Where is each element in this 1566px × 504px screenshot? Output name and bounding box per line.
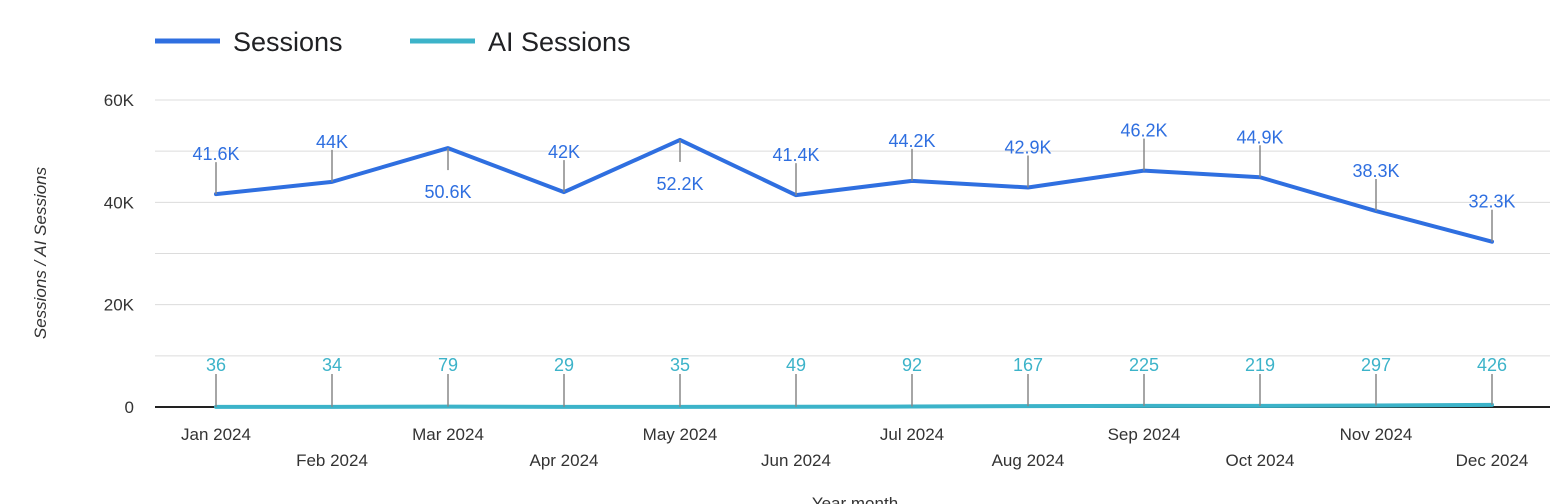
x-tick-label: Aug 2024 xyxy=(992,451,1065,470)
data-label-ai-sessions: 79 xyxy=(438,355,458,375)
data-label-ai-sessions: 35 xyxy=(670,355,690,375)
x-tick-label: Jun 2024 xyxy=(761,451,831,470)
legend-label-ai-sessions: AI Sessions xyxy=(488,27,631,57)
gridlines xyxy=(155,99,1550,408)
data-label-ai-sessions: 426 xyxy=(1477,355,1507,375)
data-labels: 41.6K 44K 50.6K 42K 52.2K 41.4K 44.2K 42.9K 46.2… xyxy=(192,121,1516,407)
data-label-sessions: 50.6K xyxy=(424,182,471,202)
y-tick-label: 0 xyxy=(125,398,134,417)
x-axis-title: Year month xyxy=(812,494,898,504)
data-label-sessions: 44.2K xyxy=(888,131,935,151)
x-tick-label: Sep 2024 xyxy=(1108,425,1181,444)
y-tick-label: 40K xyxy=(104,193,135,212)
y-tick-label: 60K xyxy=(104,91,135,110)
data-label-sessions: 41.6K xyxy=(192,144,239,164)
data-label-ai-sessions: 167 xyxy=(1013,355,1043,375)
data-label-ai-sessions: 36 xyxy=(206,355,226,375)
data-label-sessions: 42.9K xyxy=(1004,137,1051,157)
data-label-ai-sessions: 29 xyxy=(554,355,574,375)
data-label-ai-sessions: 219 xyxy=(1245,355,1275,375)
y-tick-label: 20K xyxy=(104,296,135,315)
data-label-ai-sessions: 297 xyxy=(1361,355,1391,375)
x-tick-label: Jul 2024 xyxy=(880,425,944,444)
series-lines xyxy=(214,137,1494,409)
series-line-ai-sessions xyxy=(214,402,1494,409)
x-tick-label: Apr 2024 xyxy=(530,451,599,470)
data-label-sessions: 41.4K xyxy=(772,145,819,165)
x-tick-label: Dec 2024 xyxy=(1456,451,1529,470)
x-tick-label: Nov 2024 xyxy=(1340,425,1413,444)
data-label-sessions: 44.9K xyxy=(1236,127,1283,147)
y-axis-ticks: 0 20K 40K 60K xyxy=(104,91,135,417)
y-axis-title: Sessions / AI Sessions xyxy=(31,166,50,339)
x-tick-label: Mar 2024 xyxy=(412,425,484,444)
x-tick-label: Oct 2024 xyxy=(1226,451,1295,470)
data-label-ai-sessions: 92 xyxy=(902,355,922,375)
data-label-sessions: 52.2K xyxy=(656,174,703,194)
legend-label-sessions: Sessions xyxy=(233,27,343,57)
x-tick-label: May 2024 xyxy=(643,425,718,444)
x-tick-label: Feb 2024 xyxy=(296,451,368,470)
data-label-sessions: 42K xyxy=(548,142,580,162)
data-label-ai-sessions: 225 xyxy=(1129,355,1159,375)
legend: Sessions AI Sessions xyxy=(155,27,631,57)
data-label-sessions: 46.2K xyxy=(1120,121,1167,141)
data-label-ai-sessions: 49 xyxy=(786,355,806,375)
series-line-sessions xyxy=(214,137,1494,244)
data-label-sessions: 44K xyxy=(316,132,348,152)
data-label-ai-sessions: 34 xyxy=(322,355,342,375)
x-axis-ticks: Jan 2024 Feb 2024 Mar 2024 Apr 2024 May 2024… xyxy=(181,425,1528,470)
data-label-sessions: 38.3K xyxy=(1352,161,1399,181)
data-label-sessions: 32.3K xyxy=(1468,192,1515,212)
x-tick-label: Jan 2024 xyxy=(181,425,251,444)
